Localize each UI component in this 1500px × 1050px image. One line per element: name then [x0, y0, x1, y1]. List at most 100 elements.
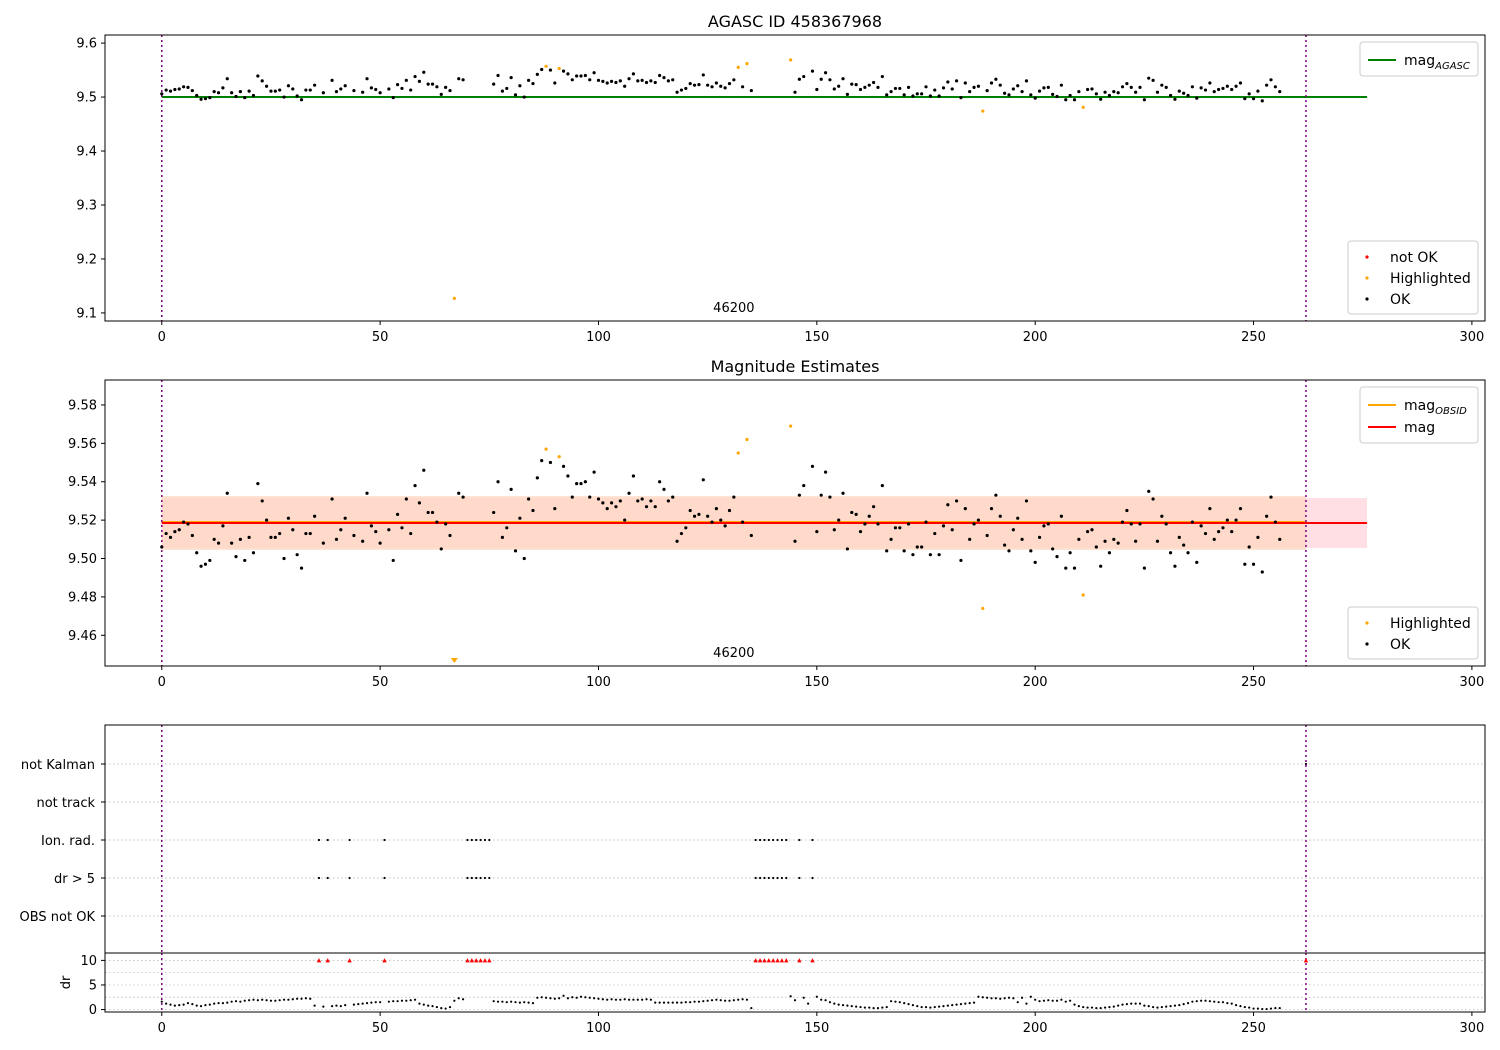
ok-point — [1238, 81, 1243, 85]
dr-point — [239, 1000, 242, 1003]
ok-point — [1256, 535, 1260, 539]
ok-point — [212, 537, 216, 541]
dr-point — [1064, 1000, 1067, 1003]
ok-point — [177, 528, 181, 532]
ok-point — [518, 84, 522, 88]
y-tick-label: 9.3 — [76, 198, 97, 213]
dr-point — [186, 1002, 190, 1005]
ok-point — [815, 87, 819, 92]
ok-point — [395, 83, 400, 87]
flag-point — [1304, 762, 1308, 766]
dr-point — [1003, 997, 1006, 1000]
ok-point — [1072, 566, 1077, 570]
flag-point — [811, 876, 814, 880]
ok-point — [1221, 526, 1225, 530]
highlighted-point — [452, 296, 456, 300]
dr-point — [169, 1003, 172, 1006]
ok-point — [291, 87, 295, 91]
ok-point — [1195, 560, 1199, 564]
ok-point — [714, 507, 718, 511]
x-tick-label: 100 — [586, 1021, 611, 1036]
ok-point — [400, 86, 404, 91]
ok-point — [579, 74, 583, 78]
ok-point — [828, 495, 832, 499]
ok-point — [1177, 535, 1181, 539]
dr-point — [1029, 995, 1032, 998]
dr-point — [815, 995, 818, 998]
flag-point — [466, 876, 469, 880]
ok-point — [369, 524, 373, 528]
ok-point — [1177, 89, 1181, 93]
ok-point — [989, 507, 994, 511]
ok-point — [509, 487, 513, 492]
ok-point — [369, 86, 373, 90]
ok-point — [1217, 87, 1221, 92]
flag-row-label: not Kalman — [21, 758, 95, 773]
ok-point — [1173, 564, 1177, 568]
ok-point — [941, 524, 946, 528]
dr-point — [357, 1003, 360, 1006]
dr-point — [274, 999, 277, 1002]
dr-point — [1252, 1007, 1255, 1010]
dr-clipped-marker — [775, 958, 780, 963]
ok-point — [264, 84, 269, 88]
ok-point — [941, 86, 946, 90]
dr-point — [1069, 999, 1072, 1002]
ok-point — [413, 483, 417, 488]
highlighted-point — [544, 64, 548, 68]
highlighted-point — [736, 451, 740, 455]
ok-point — [679, 88, 684, 92]
ok-point — [413, 74, 417, 79]
dr-point — [680, 1001, 683, 1004]
dr-point — [793, 999, 797, 1002]
x-tick-label: 0 — [158, 1021, 166, 1036]
ok-point — [422, 468, 426, 472]
dr-clipped-marker — [474, 958, 479, 963]
ok-point — [553, 507, 557, 511]
dr-point — [693, 1000, 696, 1003]
dr-point — [553, 997, 556, 1000]
ok-point — [256, 74, 260, 78]
ok-point — [828, 78, 832, 82]
ok-point — [1029, 93, 1033, 97]
ok-point — [1046, 522, 1050, 526]
ok-point — [575, 482, 579, 486]
ok-point — [553, 81, 557, 85]
ok-point — [885, 549, 889, 553]
dr-point — [230, 1000, 233, 1003]
dr-point — [536, 996, 539, 999]
ok-point — [435, 85, 439, 89]
dr-point — [392, 1000, 395, 1003]
ok-point — [282, 556, 286, 561]
ok-point — [1195, 96, 1199, 100]
dr-point — [396, 1000, 399, 1003]
dr-point — [732, 999, 735, 1002]
ok-point — [1243, 97, 1247, 101]
dr-clipped-marker — [316, 958, 322, 963]
dr-point — [296, 997, 299, 1000]
dr-point — [330, 1005, 334, 1008]
ok-point — [1116, 541, 1120, 545]
ok-point — [500, 89, 505, 93]
ok-point — [238, 537, 242, 541]
ok-point — [575, 74, 579, 78]
ok-point — [160, 92, 164, 96]
dr-point — [505, 1001, 508, 1004]
dr-point — [444, 1007, 447, 1010]
ok-point — [212, 90, 216, 94]
dr-clipped-marker — [810, 958, 815, 963]
ok-point — [889, 537, 893, 541]
dr-point — [850, 1005, 853, 1008]
dr-point — [1143, 1004, 1146, 1007]
ok-point — [1055, 554, 1059, 559]
dr-point — [789, 995, 792, 998]
ok-point — [727, 508, 732, 513]
dr-point — [1060, 998, 1063, 1001]
ok-point — [173, 530, 177, 534]
ok-point — [863, 85, 867, 89]
ok-point — [609, 79, 614, 84]
ok-point — [928, 94, 932, 98]
ok-point — [531, 81, 535, 86]
ok-point — [950, 528, 954, 532]
flag-row-label: not track — [36, 796, 95, 811]
